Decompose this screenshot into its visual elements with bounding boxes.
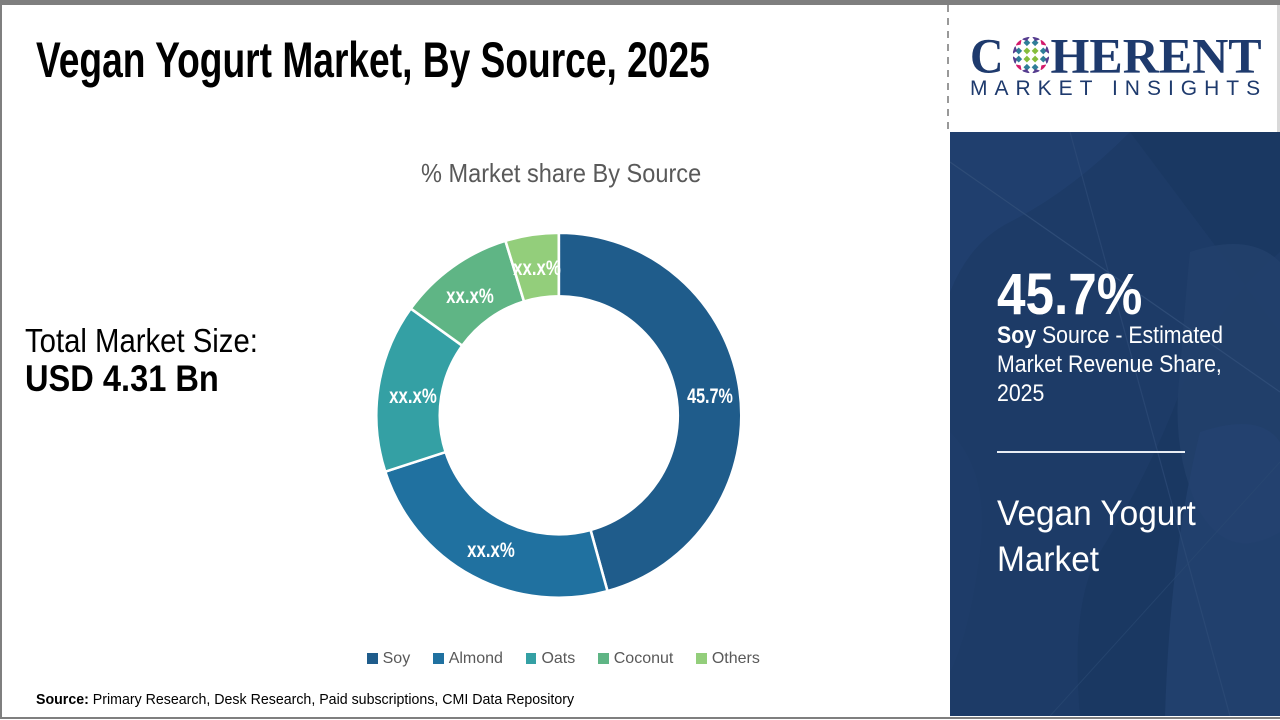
svg-text:MARKET INSIGHTS: MARKET INSIGHTS	[970, 77, 1267, 100]
svg-text:C: C	[970, 28, 1004, 84]
svg-text:HERENT: HERENT	[1051, 28, 1262, 84]
